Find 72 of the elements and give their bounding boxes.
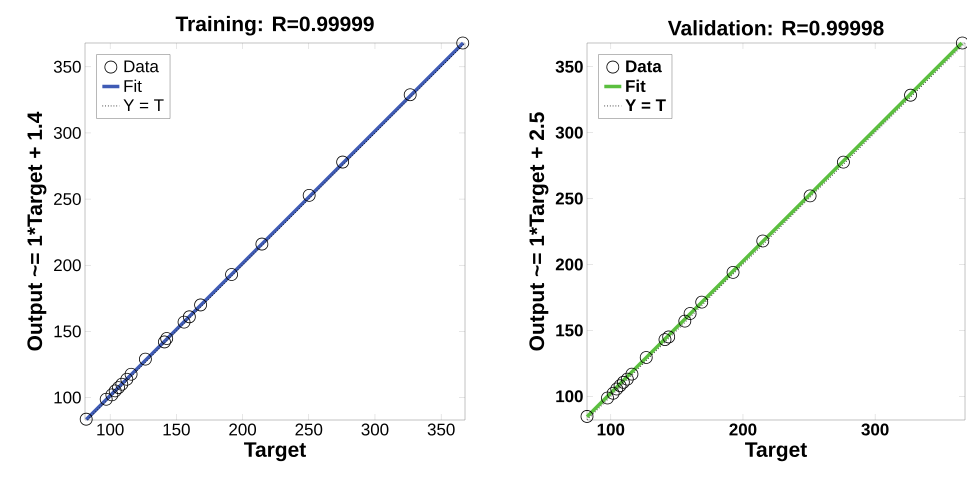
- point: [804, 190, 817, 202]
- y-tick-label: 200: [54, 259, 81, 272]
- chart-title: Validation: R=0.99998: [668, 20, 884, 36]
- x-axis-title: Target: [244, 442, 306, 462]
- legend-label: Data: [124, 60, 159, 72]
- point: [640, 351, 653, 364]
- point: [138, 352, 152, 366]
- point: [456, 36, 470, 50]
- y-tick-label: 200: [556, 258, 583, 270]
- point: [225, 268, 238, 281]
- legend-label: Fit: [626, 80, 646, 92]
- point: [404, 88, 417, 102]
- point: [904, 88, 917, 102]
- point: [726, 266, 740, 279]
- point: [255, 238, 268, 250]
- point: [756, 234, 770, 248]
- point: [614, 379, 626, 392]
- x-tick-label: 100: [598, 424, 624, 436]
- point: [610, 382, 624, 396]
- point: [626, 368, 638, 381]
- x-tick-label: 300: [361, 424, 388, 436]
- point: [194, 298, 207, 312]
- legend-label: Data: [626, 60, 662, 72]
- point: [80, 412, 93, 426]
- legend-label: Y = T: [625, 99, 666, 112]
- x-tick-label: 200: [729, 424, 756, 436]
- x-tick-label: 250: [295, 424, 322, 436]
- y-tick-label: 350: [54, 60, 81, 73]
- point: [606, 386, 620, 400]
- x-tick-label: 200: [229, 424, 256, 436]
- point: [160, 332, 174, 345]
- point: [684, 307, 696, 320]
- point: [120, 372, 134, 386]
- point: [158, 336, 171, 348]
- point: [678, 314, 692, 328]
- x-axis-title: Target: [745, 442, 807, 462]
- y-tick-label: 150: [54, 325, 81, 338]
- x-tick-label: 350: [428, 424, 455, 436]
- point: [115, 378, 128, 391]
- point: [100, 392, 113, 406]
- y-axis-title: Output ~= 1*Target + 2.5: [529, 112, 548, 350]
- y-tick-label: 100: [54, 392, 81, 404]
- y-tick-label: 300: [556, 126, 583, 139]
- y-tick-label: 300: [54, 126, 81, 139]
- y-tick-label: 350: [556, 60, 583, 73]
- x-tick-label: 100: [97, 424, 124, 436]
- point: [620, 372, 634, 386]
- point: [662, 330, 676, 344]
- point: [580, 410, 594, 423]
- legend-label: Fit: [124, 80, 142, 92]
- x-tick-label: 150: [164, 424, 190, 436]
- x-tick-label: 300: [861, 424, 889, 436]
- point: [616, 376, 630, 389]
- point: [302, 188, 316, 202]
- point: [105, 388, 118, 402]
- point: [601, 392, 614, 404]
- point: [124, 368, 138, 381]
- point: [108, 384, 122, 398]
- point: [695, 296, 708, 309]
- y-tick-label: 250: [556, 192, 583, 205]
- point: [112, 381, 125, 394]
- chart-title: Training: R=0.99999: [176, 16, 374, 36]
- point: [182, 310, 196, 324]
- point: [336, 156, 350, 168]
- y-axis-title: Output ~= 1*Target + 1.4: [27, 112, 46, 350]
- y-tick-label: 250: [54, 193, 81, 206]
- legend-label: Y = T: [123, 99, 164, 112]
- y-tick-label: 150: [556, 324, 583, 336]
- point: [178, 316, 190, 329]
- y-tick-label: 100: [556, 390, 583, 402]
- point: [837, 156, 850, 169]
- point: [658, 333, 672, 346]
